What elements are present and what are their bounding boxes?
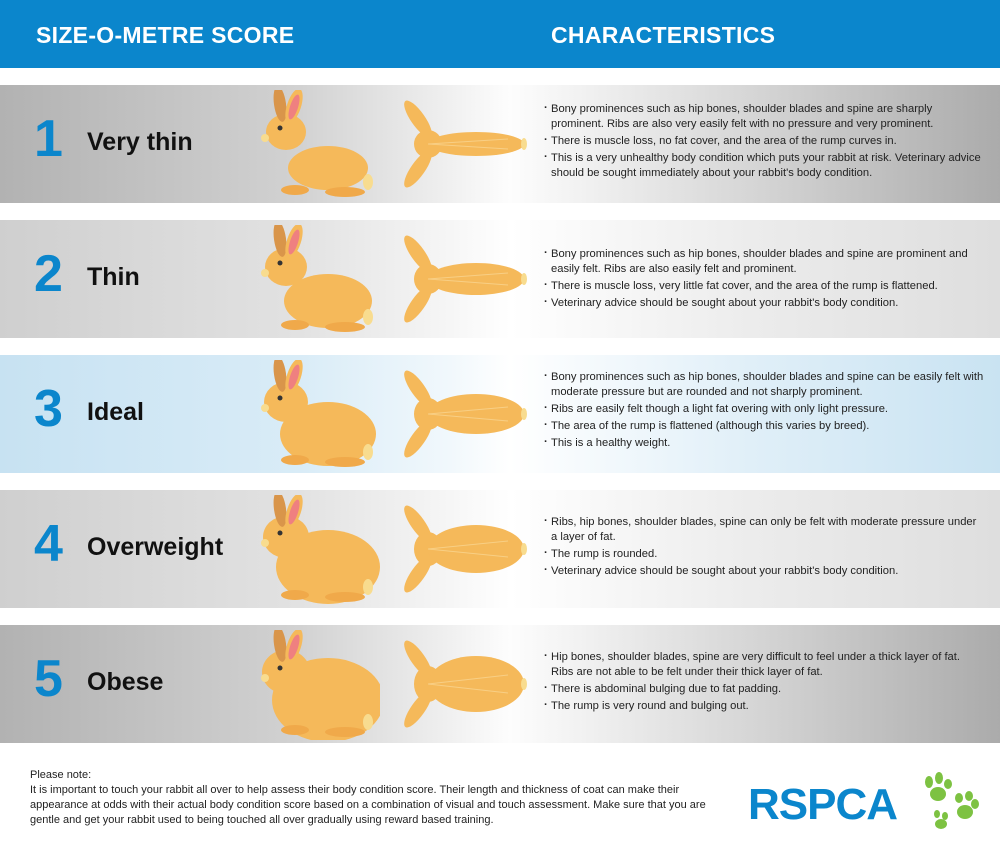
rabbit-side-view [261, 360, 376, 467]
score-row-1: 1 Very thin Bony prominences such as hip… [0, 85, 1000, 203]
rspca-logo: RSPCA [748, 780, 898, 829]
score-row-4: 4 Overweight Ribs, hip bones, shoulder b… [0, 490, 1000, 608]
score-label: Ideal [87, 398, 144, 426]
characteristic-item: The rump is very round and bulging out. [544, 698, 984, 714]
characteristic-item: Hip bones, shoulder blades, spine are ve… [544, 649, 984, 680]
rabbit-top-view [404, 235, 527, 323]
paw-icon [925, 772, 979, 829]
score-number: 2 [34, 245, 63, 303]
characteristics-column-title: CHARACTERISTICS [551, 22, 776, 48]
characteristic-item: There is muscle loss, no fat cover, and … [544, 133, 984, 149]
note: Please note: It is important to touch yo… [30, 768, 720, 828]
characteristics-list: Bony prominences such as hip bones, shou… [544, 369, 984, 453]
note-text: It is important to touch your rabbit all… [30, 784, 706, 826]
characteristic-item: The rump is rounded. [544, 546, 984, 562]
characteristic-item: Veterinary advice should be sought about… [544, 295, 984, 311]
score-row-3: 3 Ideal Bony prominences such as hip bon… [0, 355, 1000, 473]
characteristic-item: Bony prominences such as hip bones, shou… [544, 369, 984, 400]
rabbit-top-view [404, 100, 527, 188]
rabbit-side-view [261, 495, 380, 604]
score-label: Overweight [87, 533, 224, 561]
characteristic-item: Veterinary advice should be sought about… [544, 563, 984, 579]
characteristic-item: This is a very unhealthy body condition … [544, 150, 984, 181]
score-number: 1 [34, 110, 63, 168]
characteristics-list: Bony prominences such as hip bones, shou… [544, 246, 984, 313]
score-number: 4 [34, 515, 63, 573]
rabbit-top-view [404, 505, 527, 593]
rabbit-top-view [404, 640, 527, 728]
characteristics-list: Hip bones, shoulder blades, spine are ve… [544, 649, 984, 716]
score-label: Very thin [87, 128, 193, 156]
characteristic-item: Bony prominences such as hip bones, shou… [544, 246, 984, 277]
rabbit-side-view [261, 90, 373, 197]
characteristic-item: This is a healthy weight. [544, 435, 984, 451]
score-label: Obese [87, 668, 164, 696]
characteristic-item: There is muscle loss, very little fat co… [544, 278, 984, 294]
characteristics-list: Bony prominences such as hip bones, shou… [544, 101, 984, 183]
characteristic-item: Ribs, hip bones, shoulder blades, spine … [544, 514, 984, 545]
characteristics-list: Ribs, hip bones, shoulder blades, spine … [544, 514, 984, 581]
header-bar: SIZE-O-METRE SCORE CHARACTERISTICS [0, 0, 1000, 68]
characteristic-item: Ribs are easily felt though a light fat … [544, 401, 984, 417]
note-heading: Please note: [30, 769, 92, 781]
score-row-5: 5 Obese Hip bones, shoulder blades, spin… [0, 625, 1000, 743]
rabbit-side-view [261, 630, 380, 740]
rabbit-side-view [261, 225, 373, 332]
score-label: Thin [87, 263, 140, 291]
characteristic-item: There is abdominal bulging due to fat pa… [544, 681, 984, 697]
characteristic-item: Bony prominences such as hip bones, shou… [544, 101, 984, 132]
score-row-2: 2 Thin Bony prominences such as hip bone… [0, 220, 1000, 338]
rabbit-top-view [404, 370, 527, 458]
score-number: 3 [34, 380, 63, 438]
score-column-title: SIZE-O-METRE SCORE [36, 22, 295, 48]
score-number: 5 [34, 650, 63, 708]
characteristic-item: The area of the rump is flattened (altho… [544, 418, 984, 434]
